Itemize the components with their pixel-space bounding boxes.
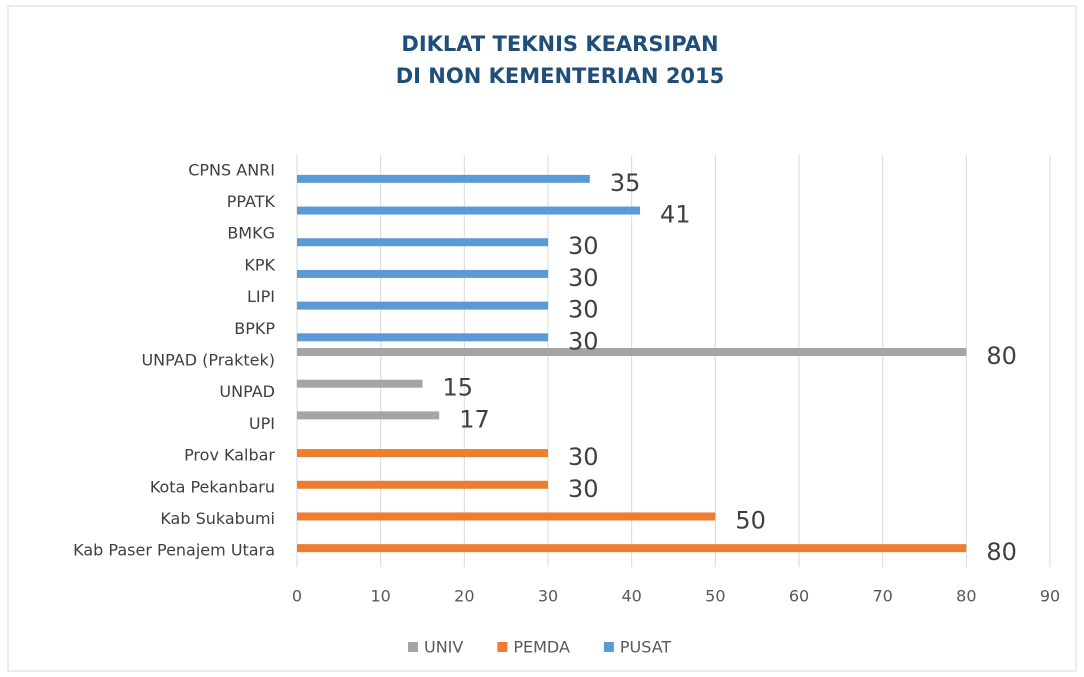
data-label: 30 [568,264,599,292]
chart-title: DI NON KEMENTERIAN 2015 [396,64,725,88]
x-tick-label: 50 [705,587,725,606]
y-tick-label: UNPAD (Praktek) [141,351,275,370]
data-label: 30 [568,232,599,260]
y-tick-label: UNPAD [219,382,275,401]
y-tick-label: BPKP [234,319,275,338]
y-tick-label: BMKG [227,224,275,243]
data-label: 35 [610,169,641,197]
bar [297,512,716,521]
y-tick-label: PPATK [227,192,276,211]
y-tick-label: Kab Sukabumi [160,509,275,528]
x-tick-label: 90 [1040,587,1060,606]
legend-label: UNIV [424,638,463,657]
y-tick-label: Prov Kalbar [184,446,275,465]
data-label: 30 [568,475,599,503]
bar [297,480,548,489]
bar [297,333,548,342]
legend-swatch [603,642,614,652]
data-label: 30 [568,296,599,324]
y-tick-label: CPNS ANRI [188,160,275,179]
bar [297,348,967,356]
y-tick-label: LIPI [247,287,275,306]
x-tick-label: 20 [454,587,474,606]
legend-label: PEMDA [513,638,570,657]
bar [297,238,548,247]
x-tick-label: 70 [872,587,892,606]
bar [297,379,423,388]
x-tick-label: 40 [621,587,641,606]
bar [297,544,967,553]
data-label: 80 [986,342,1017,370]
x-tick-label: 60 [789,587,809,606]
data-label: 30 [568,327,599,355]
legend-swatch [408,642,418,652]
data-label: 15 [443,374,474,402]
bar [297,174,590,183]
y-tick-label: KPK [244,255,275,274]
data-label: 50 [735,506,766,534]
bar [297,206,641,215]
data-label: 80 [986,538,1017,566]
x-tick-label: 30 [538,587,558,606]
legend-swatch [497,642,508,652]
bar [297,411,440,420]
data-label: 30 [568,443,599,471]
y-tick-label: Kab Paser Penajem Utara [73,541,275,560]
legend-label: PUSAT [620,638,672,657]
bar [297,269,548,278]
chart-title: DIKLAT TEKNIS KEARSIPAN [401,32,718,56]
data-label: 17 [459,405,490,433]
x-tick-label: 0 [292,587,302,606]
bar [297,449,548,458]
y-tick-label: Kota Pekanbaru [150,477,275,496]
x-tick-label: 80 [956,587,976,606]
data-label: 41 [660,201,691,229]
x-tick-label: 10 [370,587,390,606]
y-tick-label: UPI [249,414,275,433]
bar [297,301,548,310]
